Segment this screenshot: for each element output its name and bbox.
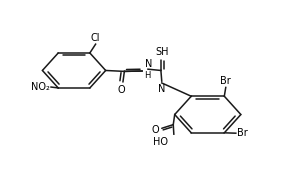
Text: HO: HO xyxy=(153,137,168,147)
Text: Br: Br xyxy=(237,128,248,138)
Text: O: O xyxy=(118,85,126,95)
Text: Br: Br xyxy=(221,76,231,86)
Text: N: N xyxy=(144,59,152,69)
Text: N: N xyxy=(158,84,165,94)
Text: SH: SH xyxy=(155,47,169,57)
Text: H: H xyxy=(144,71,151,80)
Text: O: O xyxy=(151,125,159,135)
Text: NO₂: NO₂ xyxy=(31,82,50,92)
Text: Cl: Cl xyxy=(91,33,100,43)
